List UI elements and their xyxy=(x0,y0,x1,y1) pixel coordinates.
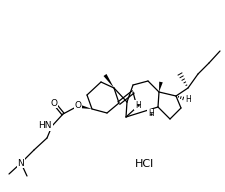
Text: H: H xyxy=(185,95,191,104)
Polygon shape xyxy=(104,74,114,88)
Text: N: N xyxy=(18,159,24,167)
Polygon shape xyxy=(78,104,92,109)
Text: O: O xyxy=(50,98,58,108)
Text: HCl: HCl xyxy=(135,159,155,169)
Text: H: H xyxy=(135,100,141,109)
Text: O: O xyxy=(74,102,81,111)
Text: HN: HN xyxy=(38,122,52,131)
Polygon shape xyxy=(159,82,163,92)
Text: H: H xyxy=(148,109,154,118)
